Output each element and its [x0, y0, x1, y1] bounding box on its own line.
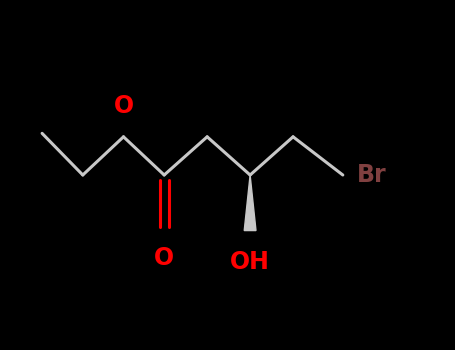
Text: Br: Br — [356, 163, 386, 187]
Text: O: O — [113, 94, 134, 118]
Text: O: O — [154, 246, 174, 270]
Polygon shape — [244, 175, 256, 231]
Text: OH: OH — [230, 250, 270, 274]
